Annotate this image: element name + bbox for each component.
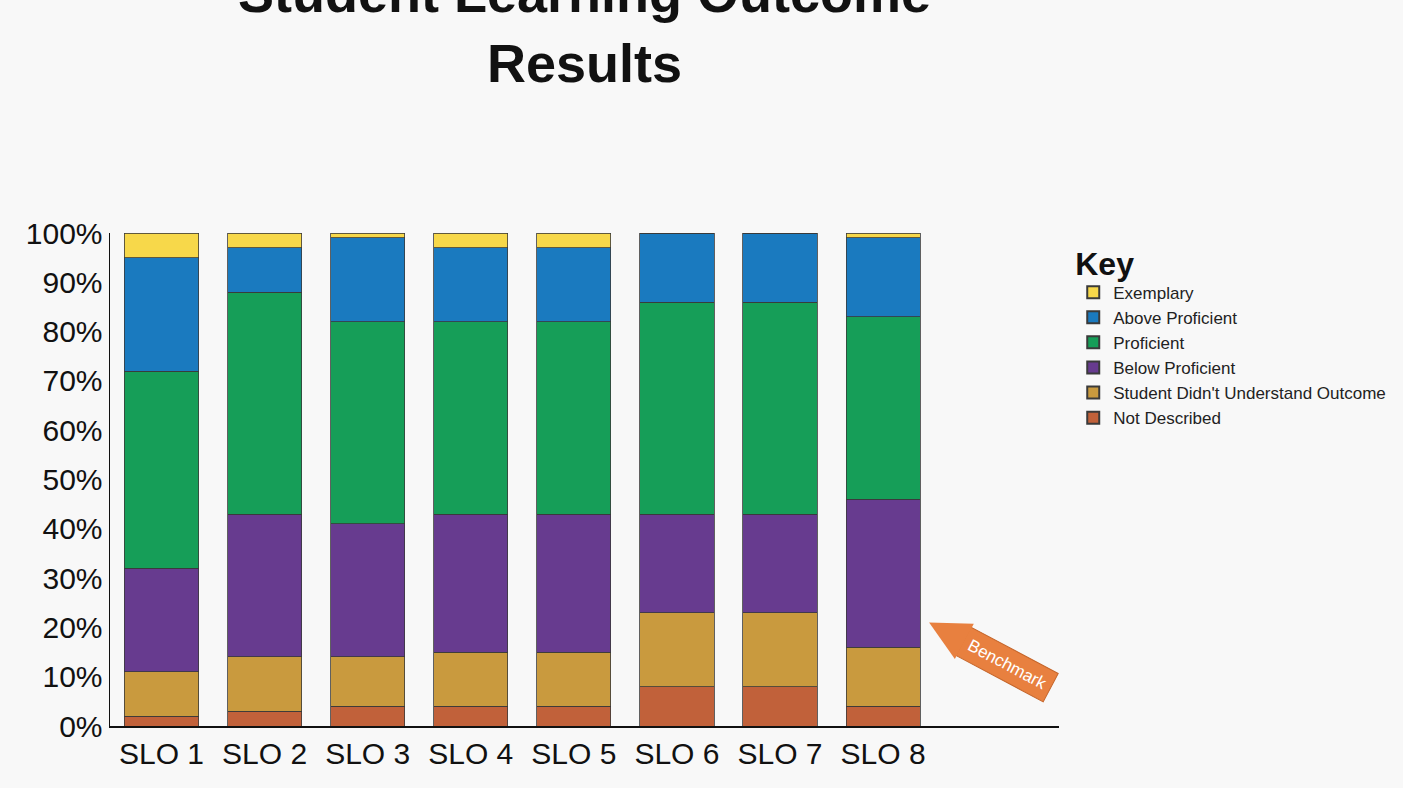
svg-text:SLO 1: SLO 1 [119,737,204,770]
svg-text:100%: 100% [26,217,103,250]
svg-text:Above Proficient: Above Proficient [1113,309,1237,328]
svg-text:30%: 30% [42,562,102,595]
svg-text:20%: 20% [42,611,102,644]
svg-text:Proficient: Proficient [1113,334,1184,353]
svg-text:Key: Key [1075,246,1134,282]
svg-text:SLO 3: SLO 3 [325,737,410,770]
svg-text:10%: 10% [42,660,102,693]
svg-text:SLO 4: SLO 4 [428,737,513,770]
svg-text:60%: 60% [42,414,102,447]
svg-text:Benchmark: Benchmark [965,636,1050,693]
svg-text:SLO 6: SLO 6 [634,737,719,770]
svg-text:0%: 0% [59,710,102,743]
svg-text:Student Didn't Understand Outc: Student Didn't Understand Outcome [1113,384,1386,403]
svg-text:SLO 2: SLO 2 [222,737,307,770]
svg-text:80%: 80% [42,315,102,348]
svg-text:Not Described: Not Described [1113,409,1221,428]
svg-text:90%: 90% [42,266,102,299]
svg-text:SLO 5: SLO 5 [531,737,616,770]
svg-text:SLO 7: SLO 7 [737,737,822,770]
svg-text:Student Learning OutcomeResult: Student Learning OutcomeResults [238,0,931,93]
svg-text:SLO 8: SLO 8 [841,737,926,770]
svg-text:40%: 40% [42,512,102,545]
svg-text:50%: 50% [42,463,102,496]
svg-text:Below Proficient: Below Proficient [1113,359,1235,378]
svg-text:70%: 70% [42,364,102,397]
svg-text:Exemplary: Exemplary [1113,284,1194,303]
